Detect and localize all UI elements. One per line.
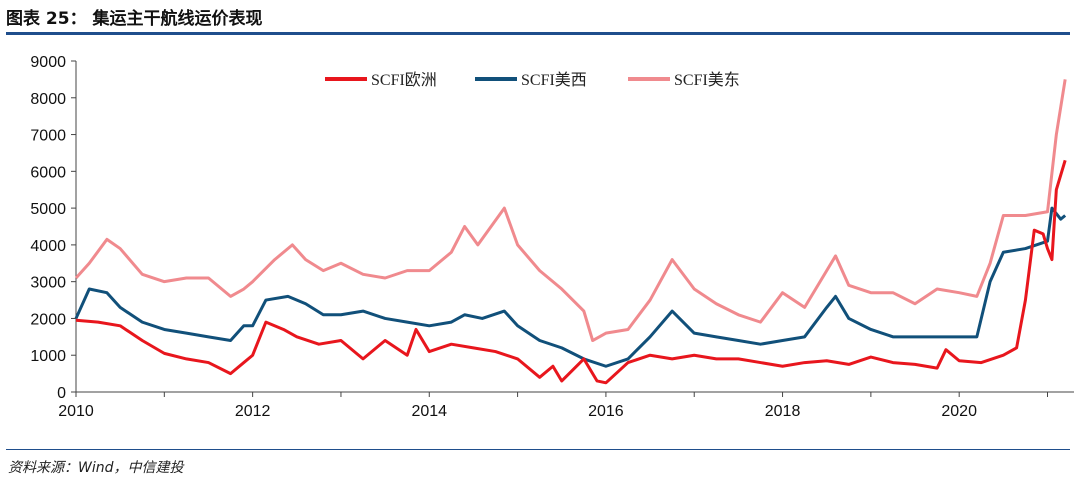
x-tick-label: 2018: [765, 403, 801, 420]
source-note: 资料来源：Wind，中信建投: [8, 460, 184, 476]
y-tick-label: 7000: [30, 128, 66, 145]
x-tick-label: 2016: [588, 403, 624, 420]
legend-label: SCFI美西: [521, 71, 587, 89]
series-line-3: [74, 79, 1067, 343]
y-tick-label: 9000: [30, 54, 66, 71]
y-tick-label: 8000: [30, 91, 66, 108]
title-divider: [6, 32, 1070, 35]
series-line-1: [75, 159, 1067, 385]
x-tick-label: 2014: [411, 403, 447, 420]
x-tick-label: 2020: [941, 403, 977, 420]
line-chart: 0 1000 2000 3000 4000 5000 6000 7000 8000 9000 201…: [30, 54, 1074, 420]
x-tick-label: 2010: [58, 403, 94, 420]
legend-label: SCFI美东: [674, 71, 740, 89]
series-line-2: [74, 206, 1067, 368]
footer-divider: [6, 449, 1070, 450]
y-tick-label: 0: [57, 385, 66, 402]
y-tick-label: 5000: [30, 201, 66, 218]
y-tick-label: 1000: [30, 348, 66, 365]
y-tick-label: 4000: [30, 238, 66, 255]
y-tick-label: 3000: [30, 275, 66, 292]
x-tick-label: 2012: [235, 403, 271, 420]
y-tick-label: 6000: [30, 164, 66, 181]
y-tick-label: 2000: [30, 311, 66, 328]
legend-label: SCFI欧洲: [371, 71, 437, 89]
figure-title: 图表 25： 集运主干航线运价表现: [6, 9, 263, 29]
